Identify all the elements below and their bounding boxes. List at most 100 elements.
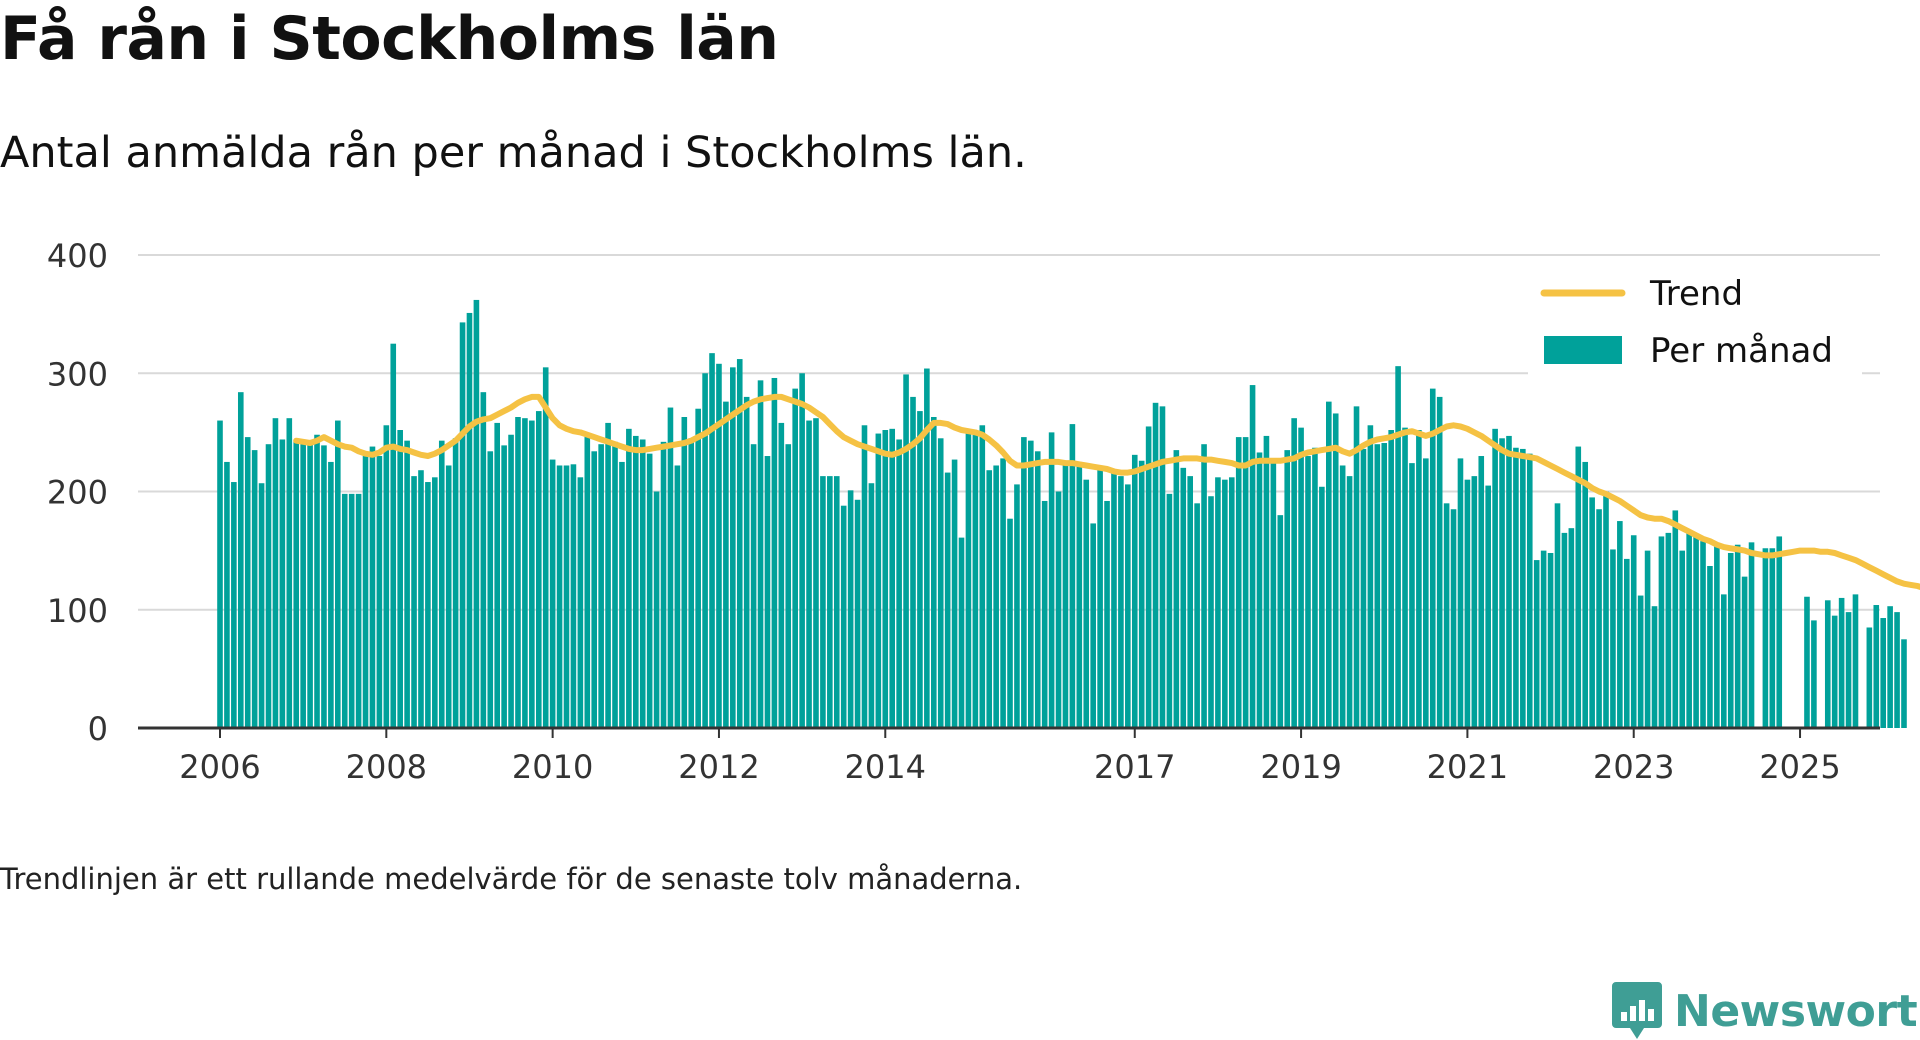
bar <box>917 411 923 728</box>
bar <box>1887 606 1893 728</box>
bar <box>1097 465 1103 728</box>
legend-label-trend: Trend <box>1649 274 1743 314</box>
bar <box>813 418 819 728</box>
bar <box>875 433 882 728</box>
footnote: Trendlinjen är ett rullande medelvärde f… <box>0 862 1023 896</box>
bar <box>1007 518 1013 728</box>
bar <box>1658 536 1665 728</box>
bar <box>501 445 507 728</box>
bar <box>1880 618 1886 728</box>
bar <box>1416 430 1422 728</box>
bar <box>827 476 833 728</box>
bar <box>1228 477 1235 728</box>
bar <box>1291 418 1297 728</box>
bar-series <box>217 299 1907 728</box>
x-tick-label: 2019 <box>1260 748 1341 786</box>
bar <box>806 420 812 728</box>
bar <box>515 417 521 728</box>
x-tick-label: 2012 <box>678 748 759 786</box>
x-tick-label: 2017 <box>1094 748 1175 786</box>
bar <box>1159 406 1166 728</box>
legend-swatch-bars <box>1544 336 1622 364</box>
bar <box>1651 606 1658 728</box>
bar <box>487 451 494 728</box>
bar <box>577 477 584 728</box>
bar <box>1707 565 1713 728</box>
bar <box>1589 497 1595 728</box>
bar <box>1111 471 1117 728</box>
bar <box>868 483 875 728</box>
bar <box>930 417 937 728</box>
bar <box>910 396 916 728</box>
bar <box>1326 401 1332 728</box>
x-axis: 2006 2008 2010 2012 2014 2017 2019 2021 2023 2025 <box>138 726 1880 786</box>
bar <box>958 537 965 728</box>
bar <box>335 420 341 728</box>
bar <box>1637 595 1644 728</box>
bar <box>1125 484 1131 728</box>
bar <box>231 482 237 728</box>
bar <box>1374 444 1381 728</box>
bar <box>612 441 618 728</box>
bar <box>1457 458 1464 728</box>
bar <box>1090 523 1096 728</box>
bar <box>695 408 701 728</box>
bar <box>1055 491 1062 728</box>
bar <box>286 418 293 728</box>
bar <box>584 434 591 728</box>
chart-title: Få rån i Stockholms län <box>0 4 779 74</box>
bar <box>688 438 695 728</box>
bar <box>1582 461 1589 728</box>
bar <box>535 411 542 728</box>
x-tick-label: 2008 <box>346 748 427 786</box>
bar <box>1734 544 1741 728</box>
bar <box>1388 430 1394 728</box>
bar <box>459 322 466 728</box>
bar <box>598 444 604 728</box>
bar <box>1443 503 1450 728</box>
bar <box>847 490 854 728</box>
bar <box>1249 385 1256 728</box>
bar <box>1526 453 1533 728</box>
bar <box>1436 396 1443 728</box>
bar <box>1423 458 1429 728</box>
bar <box>605 422 611 728</box>
bar <box>1395 366 1401 728</box>
bar <box>404 440 410 728</box>
bar <box>1138 460 1145 728</box>
x-tick-label: 2025 <box>1759 748 1840 786</box>
bar <box>730 367 736 728</box>
bar <box>1838 597 1845 728</box>
bar <box>362 456 369 728</box>
bar <box>563 465 570 728</box>
x-tick-label: 2010 <box>512 748 593 786</box>
bar <box>1672 510 1679 728</box>
bar <box>1312 447 1318 728</box>
x-tick-label: 2023 <box>1593 748 1674 786</box>
bar <box>1561 532 1568 728</box>
bar <box>397 430 403 728</box>
bar <box>1021 437 1027 728</box>
bar <box>1700 541 1706 728</box>
bar <box>646 453 653 728</box>
bar <box>972 431 979 728</box>
bar <box>1741 576 1748 728</box>
y-tick-label: 0 <box>88 710 108 748</box>
bar <box>355 493 362 728</box>
x-tick-label: 2006 <box>179 748 260 786</box>
bar <box>307 441 313 728</box>
bar <box>979 425 986 728</box>
bar <box>1866 627 1873 728</box>
bar <box>1145 426 1152 728</box>
bar <box>709 353 715 728</box>
bar <box>626 428 632 728</box>
bar <box>1367 425 1374 728</box>
bar <box>1201 444 1207 728</box>
bar <box>1041 500 1048 728</box>
bar <box>1014 484 1020 728</box>
bar <box>1804 596 1810 728</box>
bar <box>251 450 258 728</box>
bar <box>1513 447 1519 728</box>
bar <box>882 430 889 728</box>
bar <box>1118 476 1124 728</box>
